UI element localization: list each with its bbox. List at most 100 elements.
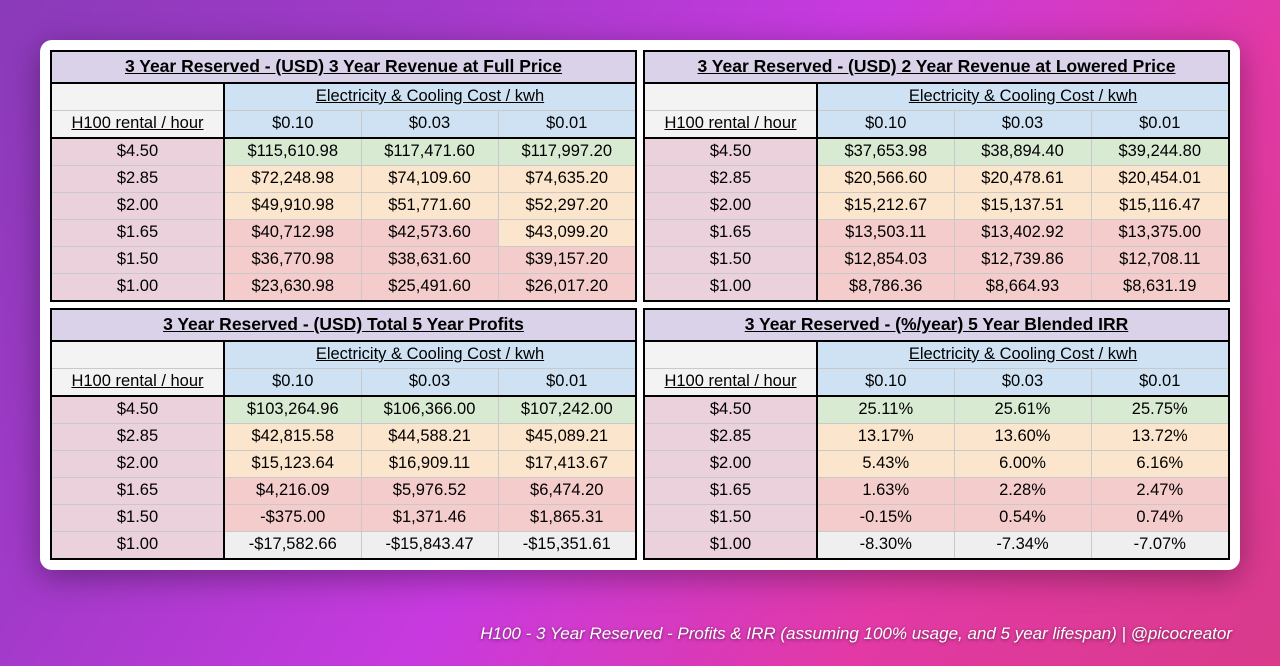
kwh-price: $0.03 xyxy=(954,111,1091,139)
blank-cell xyxy=(645,342,817,369)
value-cell: 0.74% xyxy=(1091,505,1228,532)
kwh-price: $0.03 xyxy=(361,369,498,397)
caption-text: H100 - 3 Year Reserved - Profits & IRR (… xyxy=(0,624,1280,644)
data-table: Electricity & Cooling Cost / kwh H100 re… xyxy=(52,342,635,558)
value-cell: $42,815.58 xyxy=(224,424,361,451)
value-cell: $26,017.20 xyxy=(498,274,635,301)
value-cell: $20,566.60 xyxy=(817,166,954,193)
value-cell: $49,910.98 xyxy=(224,193,361,220)
value-cell: $45,089.21 xyxy=(498,424,635,451)
value-cell: $8,631.19 xyxy=(1091,274,1228,301)
rental-cell: $2.85 xyxy=(645,424,817,451)
value-cell: $25,491.60 xyxy=(361,274,498,301)
table-body: $4.50$115,610.98$117,471.60$117,997.20 $2… xyxy=(52,138,635,300)
rental-cell: $4.50 xyxy=(645,396,817,424)
rental-cell: $4.50 xyxy=(52,396,224,424)
value-cell: -$375.00 xyxy=(224,505,361,532)
value-cell: $52,297.20 xyxy=(498,193,635,220)
kwh-header: Electricity & Cooling Cost / kwh xyxy=(224,84,635,111)
value-cell: -$15,843.47 xyxy=(361,532,498,559)
value-cell: $106,366.00 xyxy=(361,396,498,424)
value-cell: $8,664.93 xyxy=(954,274,1091,301)
value-cell: $72,248.98 xyxy=(224,166,361,193)
table-panel-3: 3 Year Reserved - (%/year) 5 Year Blende… xyxy=(643,308,1230,560)
value-cell: $20,478.61 xyxy=(954,166,1091,193)
value-cell: $43,099.20 xyxy=(498,220,635,247)
table-body: $4.50$37,653.98$38,894.40$39,244.80$2.85… xyxy=(645,138,1228,300)
kwh-price: $0.10 xyxy=(817,111,954,139)
blank-cell xyxy=(645,84,817,111)
value-cell: $15,116.47 xyxy=(1091,193,1228,220)
rental-header: H100 rental / hour xyxy=(645,111,817,139)
kwh-header: Electricity & Cooling Cost / kwh xyxy=(817,84,1228,111)
rental-cell: $1.50 xyxy=(52,247,224,274)
value-cell: $12,708.11 xyxy=(1091,247,1228,274)
value-cell: $15,212.67 xyxy=(817,193,954,220)
value-cell: -$17,582.66 xyxy=(224,532,361,559)
rental-cell: $2.00 xyxy=(52,451,224,478)
rental-cell: $2.00 xyxy=(52,193,224,220)
value-cell: 13.60% xyxy=(954,424,1091,451)
kwh-price: $0.03 xyxy=(954,369,1091,397)
value-cell: $42,573.60 xyxy=(361,220,498,247)
value-cell: $40,712.98 xyxy=(224,220,361,247)
table-title: 3 Year Reserved - (USD) 2 Year Revenue a… xyxy=(645,52,1228,84)
rental-cell: $1.65 xyxy=(645,478,817,505)
value-cell: 2.47% xyxy=(1091,478,1228,505)
value-cell: $115,610.98 xyxy=(224,138,361,166)
rental-cell: $4.50 xyxy=(52,138,224,166)
value-cell: $117,471.60 xyxy=(361,138,498,166)
blank-cell xyxy=(52,342,224,369)
rental-cell: $1.65 xyxy=(645,220,817,247)
value-cell: $13,402.92 xyxy=(954,220,1091,247)
value-cell: $12,854.03 xyxy=(817,247,954,274)
table-title: 3 Year Reserved - (%/year) 5 Year Blende… xyxy=(645,310,1228,342)
value-cell: $117,997.20 xyxy=(498,138,635,166)
rental-cell: $1.50 xyxy=(645,505,817,532)
table-body: $4.5025.11%25.61%25.75%$2.8513.17%13.60%… xyxy=(645,396,1228,558)
value-cell: $107,242.00 xyxy=(498,396,635,424)
rental-cell: $2.00 xyxy=(645,193,817,220)
value-cell: $13,375.00 xyxy=(1091,220,1228,247)
value-cell: $5,976.52 xyxy=(361,478,498,505)
table-panel-1: 3 Year Reserved - (USD) 2 Year Revenue a… xyxy=(643,50,1230,302)
value-cell: $44,588.21 xyxy=(361,424,498,451)
value-cell: $17,413.67 xyxy=(498,451,635,478)
value-cell: -0.15% xyxy=(817,505,954,532)
value-cell: $74,109.60 xyxy=(361,166,498,193)
value-cell: $8,786.36 xyxy=(817,274,954,301)
blank-cell xyxy=(52,84,224,111)
rental-cell: $4.50 xyxy=(645,138,817,166)
rental-header: H100 rental / hour xyxy=(52,111,224,139)
value-cell: -7.34% xyxy=(954,532,1091,559)
value-cell: 6.16% xyxy=(1091,451,1228,478)
rental-cell: $2.85 xyxy=(52,424,224,451)
value-cell: $103,264.96 xyxy=(224,396,361,424)
value-cell: $15,123.64 xyxy=(224,451,361,478)
data-table: Electricity & Cooling Cost / kwh H100 re… xyxy=(52,84,635,300)
table-title: 3 Year Reserved - (USD) 3 Year Revenue a… xyxy=(52,52,635,84)
value-cell: $1,371.46 xyxy=(361,505,498,532)
rental-cell: $1.50 xyxy=(645,247,817,274)
rental-cell: $1.00 xyxy=(645,532,817,559)
kwh-price: $0.03 xyxy=(361,111,498,139)
rental-cell: $1.00 xyxy=(52,274,224,301)
value-cell: $37,653.98 xyxy=(817,138,954,166)
table-title: 3 Year Reserved - (USD) Total 5 Year Pro… xyxy=(52,310,635,342)
data-table: Electricity & Cooling Cost / kwh H100 re… xyxy=(645,84,1228,300)
rental-cell: $1.50 xyxy=(52,505,224,532)
value-cell: $12,739.86 xyxy=(954,247,1091,274)
value-cell: 1.63% xyxy=(817,478,954,505)
kwh-price: $0.10 xyxy=(224,369,361,397)
value-cell: $51,771.60 xyxy=(361,193,498,220)
value-cell: $39,157.20 xyxy=(498,247,635,274)
value-cell: 25.11% xyxy=(817,396,954,424)
value-cell: $6,474.20 xyxy=(498,478,635,505)
value-cell: $20,454.01 xyxy=(1091,166,1228,193)
value-cell: $16,909.11 xyxy=(361,451,498,478)
value-cell: $15,137.51 xyxy=(954,193,1091,220)
value-cell: $1,865.31 xyxy=(498,505,635,532)
value-cell: 5.43% xyxy=(817,451,954,478)
kwh-price: $0.01 xyxy=(498,369,635,397)
value-cell: $36,770.98 xyxy=(224,247,361,274)
